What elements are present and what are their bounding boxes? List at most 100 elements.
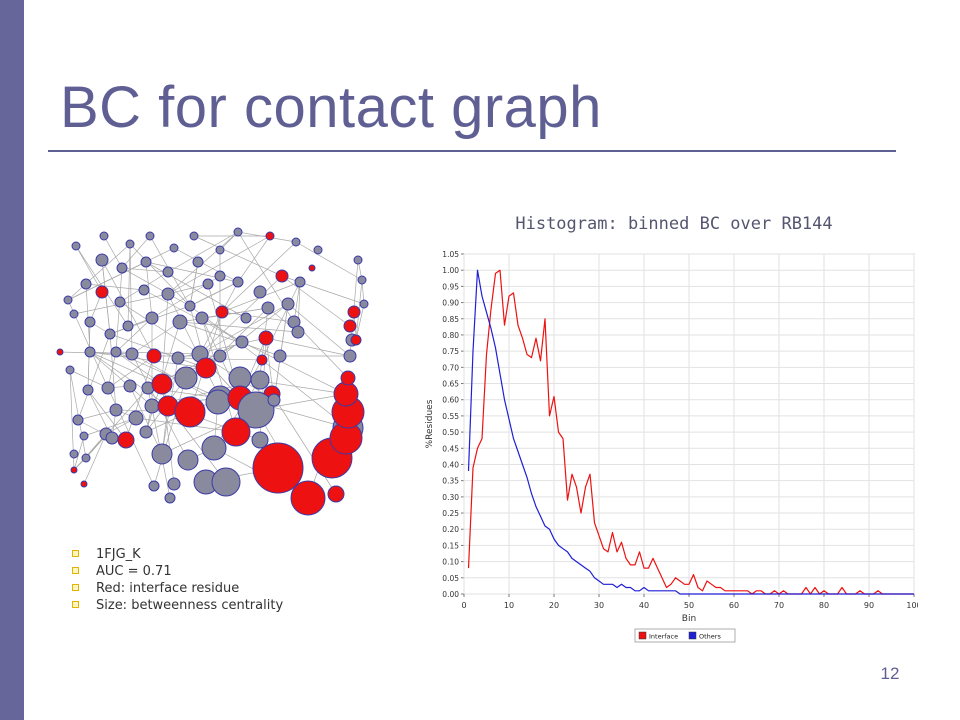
network-node [174, 366, 198, 390]
network-edge [83, 417, 137, 437]
network-node [195, 357, 217, 379]
title-divider [48, 150, 896, 152]
network-edge [281, 275, 365, 305]
network-node [84, 346, 96, 358]
network-node [291, 237, 301, 247]
network-edge [103, 235, 123, 269]
y-tick-label: 0.20 [442, 525, 459, 534]
network-edge [69, 369, 87, 459]
bullet-text: Size: betweenness centrality [96, 598, 284, 613]
network-node [167, 477, 181, 491]
y-tick-label: 0.05 [442, 574, 459, 583]
network-node [205, 389, 231, 415]
network-edge [67, 243, 131, 301]
bullet-icon [72, 584, 79, 591]
network-edge [73, 433, 107, 471]
network-node [240, 312, 252, 324]
network-edge [173, 247, 239, 283]
network-edge [101, 259, 155, 357]
network-node [148, 480, 160, 492]
network-node [125, 347, 139, 361]
network-node [110, 346, 122, 358]
slide-title: BC for contact graph [60, 75, 602, 140]
network-edge [73, 435, 85, 471]
y-tick-label: 0.10 [442, 558, 459, 567]
network-node [80, 480, 88, 488]
y-tick-label: 0.35 [442, 477, 459, 486]
network-node [123, 379, 137, 393]
chart-legend: Interface Others [634, 628, 736, 643]
network-edge [69, 369, 109, 389]
network-edge [153, 377, 187, 487]
network-edge [237, 235, 271, 283]
contact-graph-network [56, 227, 369, 516]
network-node [172, 314, 188, 330]
network-edge [293, 281, 301, 323]
legend-box [634, 628, 736, 643]
network-edge [107, 355, 155, 389]
network-node [251, 431, 269, 449]
network-node [151, 373, 173, 395]
network-edge [129, 243, 133, 355]
network-node [161, 287, 175, 301]
legend-swatch [638, 631, 647, 640]
network-edge [221, 241, 297, 313]
y-tick-label: 0.85 [442, 315, 459, 324]
network-edge [67, 261, 147, 301]
network-node [162, 266, 174, 278]
network-edge [129, 385, 163, 455]
network-node [256, 354, 268, 366]
network-node [144, 398, 160, 414]
network-edge [167, 231, 239, 273]
network-node [189, 231, 199, 241]
y-tick-label: 1.00 [442, 266, 459, 275]
x-tick-label: 10 [504, 601, 514, 610]
network-edge [167, 293, 221, 399]
network-node [146, 348, 162, 364]
network-node [70, 466, 78, 474]
y-tick-label: 0.55 [442, 412, 459, 421]
legend-swatch [688, 631, 697, 640]
network-node [171, 351, 185, 365]
network-node [63, 295, 73, 305]
network-node [273, 349, 287, 363]
network-edge [83, 433, 107, 485]
network-node [308, 264, 316, 272]
network-node [125, 239, 135, 249]
network-node [233, 227, 243, 237]
y-tick-label: 0.95 [442, 282, 459, 291]
network-edge [295, 241, 363, 281]
network-edge [119, 301, 201, 355]
series-line-others [467, 269, 914, 595]
y-tick-label: 0.80 [442, 331, 459, 340]
network-node [65, 365, 75, 375]
network-edge [167, 283, 209, 295]
network-node [250, 370, 270, 390]
network-edge [77, 409, 117, 421]
network-node [235, 335, 249, 349]
bullet-item: AUC = 0.71 [68, 563, 283, 580]
network-node [215, 305, 229, 319]
network-node [353, 255, 363, 265]
bullet-item: Red: interface residue [68, 580, 283, 597]
y-tick-label: 0.50 [442, 428, 459, 437]
network-edge [193, 235, 283, 277]
page-number: 12 [880, 664, 900, 683]
network-node [72, 414, 84, 426]
x-tick-label: 90 [864, 601, 874, 610]
network-node [79, 431, 89, 441]
network-node [105, 431, 119, 445]
network-node [81, 453, 91, 463]
network-node [80, 278, 92, 290]
network-node [253, 285, 267, 299]
network-node [56, 348, 64, 356]
y-tick-label: 0.40 [442, 460, 459, 469]
network-node [343, 319, 357, 333]
network-edge [129, 243, 191, 307]
y-tick-label: 0.45 [442, 444, 459, 453]
network-edge [115, 267, 123, 353]
network-edge [77, 333, 111, 421]
network-edge [85, 283, 145, 291]
network-node [261, 301, 275, 315]
network-node [174, 396, 206, 428]
